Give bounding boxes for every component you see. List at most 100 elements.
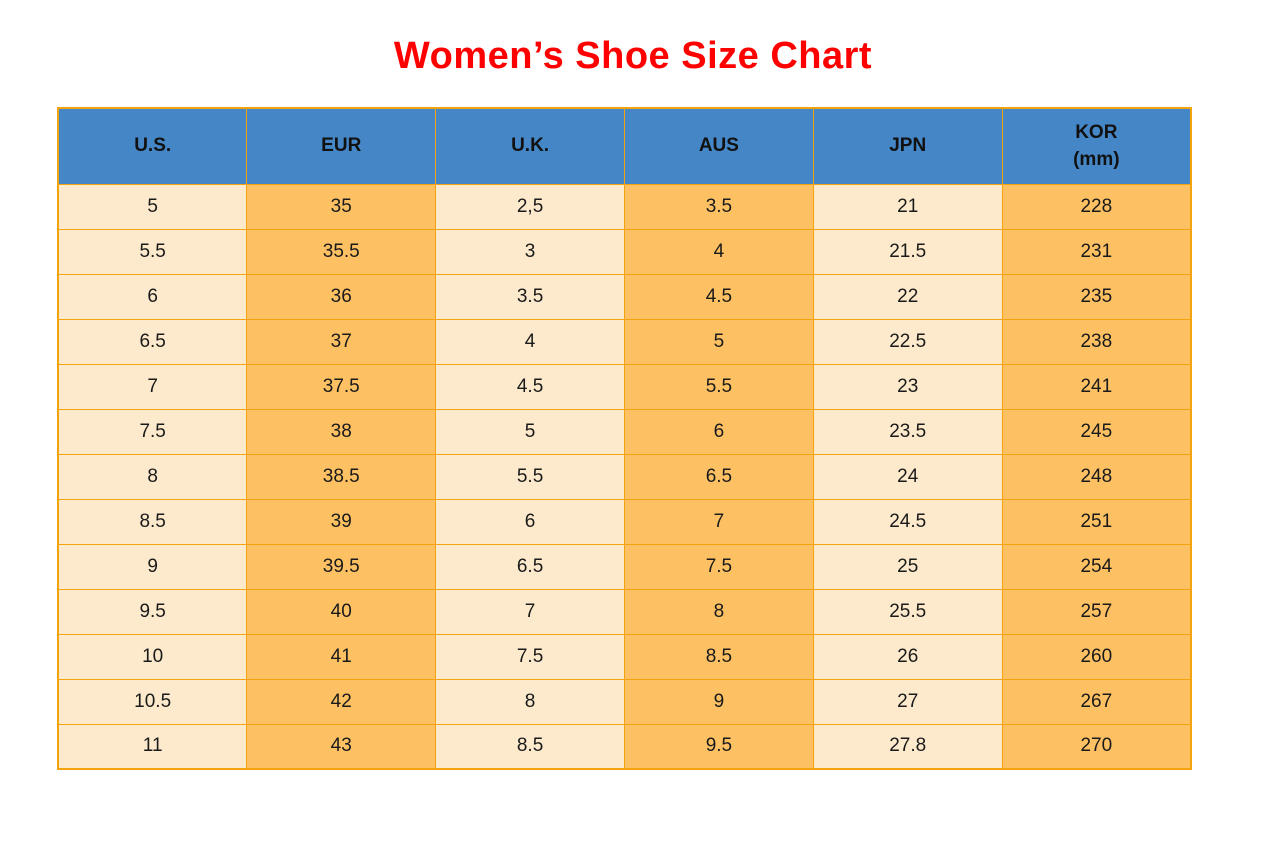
column-header-kor: KOR (mm) <box>1001 107 1192 185</box>
table-cell: 248 <box>1001 453 1192 500</box>
table-cell: 245 <box>1001 408 1192 455</box>
column-header-label: U.S. <box>134 135 172 157</box>
table-cell: 9.5 <box>57 588 248 635</box>
table-cell: 8.5 <box>435 723 625 770</box>
table-cell: 10 <box>57 633 248 680</box>
table-cell: 254 <box>1001 543 1192 590</box>
table-row: 10 41 7.5 8.5 26 260 <box>57 633 1192 680</box>
table-cell: 241 <box>1001 363 1192 410</box>
table-row: 8.5 39 6 7 24.5 251 <box>57 498 1192 545</box>
table-cell: 23.5 <box>812 408 1003 455</box>
table-cell: 21 <box>812 183 1003 230</box>
table-cell: 238 <box>1001 318 1192 365</box>
table-cell: 7.5 <box>57 408 248 455</box>
table-cell: 10.5 <box>57 678 248 725</box>
table-cell: 27 <box>812 678 1003 725</box>
table-cell: 4 <box>623 228 814 275</box>
table-row: 7.5 38 5 6 23.5 245 <box>57 408 1192 455</box>
table-header-row: U.S. EUR U.K. AUS JPN KOR (mm) <box>57 107 1192 185</box>
table-body: 5 35 2,5 3.5 21 228 5.5 35.5 3 4 21.5 231 6 36 3.5 4.5 2… <box>57 183 1192 770</box>
table-cell: 6.5 <box>57 318 248 365</box>
table-row: 6 36 3.5 4.5 22 235 <box>57 273 1192 320</box>
table-row: 10.5 42 8 9 27 267 <box>57 678 1192 725</box>
table-cell: 8 <box>57 453 248 500</box>
table-cell: 37 <box>246 318 437 365</box>
column-header-label: AUS <box>698 135 739 157</box>
table-cell: 270 <box>1001 723 1192 770</box>
table-cell: 7 <box>57 363 248 410</box>
column-header-label: KOR <box>1075 121 1118 143</box>
table-cell: 5.5 <box>435 453 625 500</box>
table-row: 8 38.5 5.5 6.5 24 248 <box>57 453 1192 500</box>
table-cell: 9 <box>623 678 814 725</box>
table-cell: 235 <box>1001 273 1192 320</box>
table-cell: 39 <box>246 498 437 545</box>
table-cell: 4.5 <box>435 363 625 410</box>
column-header-label: JPN <box>889 135 927 157</box>
table-cell: 35 <box>246 183 437 230</box>
table-cell: 231 <box>1001 228 1192 275</box>
table-row: 9.5 40 7 8 25.5 257 <box>57 588 1192 635</box>
table-cell: 23 <box>812 363 1003 410</box>
table-cell: 8 <box>435 678 625 725</box>
table-cell: 6 <box>435 498 625 545</box>
table-cell: 21.5 <box>812 228 1003 275</box>
column-header-eur: EUR <box>246 107 437 185</box>
table-cell: 8.5 <box>623 633 814 680</box>
page-title: Women’s Shoe Size Chart <box>393 35 873 77</box>
table-cell: 40 <box>246 588 437 635</box>
table-cell: 6.5 <box>623 453 814 500</box>
table-cell: 7.5 <box>623 543 814 590</box>
table-cell: 38.5 <box>246 453 437 500</box>
column-header-jpn: JPN <box>812 107 1003 185</box>
table-cell: 267 <box>1001 678 1192 725</box>
column-header-us: U.S. <box>57 107 248 185</box>
table-cell: 3.5 <box>623 183 814 230</box>
column-header-aus: AUS <box>623 107 814 185</box>
table-row: 7 37.5 4.5 5.5 23 241 <box>57 363 1192 410</box>
table-cell: 22 <box>812 273 1003 320</box>
table-cell: 25 <box>812 543 1003 590</box>
table-cell: 38 <box>246 408 437 455</box>
column-header-label: EUR <box>321 135 362 157</box>
table-cell: 8 <box>623 588 814 635</box>
shoe-size-table: U.S. EUR U.K. AUS JPN KOR (mm) 5 35 2,5 3.5 21 228 5… <box>57 107 1192 770</box>
table-cell: 7 <box>435 588 625 635</box>
table-cell: 9 <box>57 543 248 590</box>
table-cell: 257 <box>1001 588 1192 635</box>
table-cell: 4.5 <box>623 273 814 320</box>
table-header: U.S. EUR U.K. AUS JPN KOR (mm) <box>57 107 1192 185</box>
table-cell: 4 <box>435 318 625 365</box>
table-cell: 5 <box>623 318 814 365</box>
table-row: 5 35 2,5 3.5 21 228 <box>57 183 1192 230</box>
table-cell: 25.5 <box>812 588 1003 635</box>
table-cell: 3 <box>435 228 625 275</box>
table-cell: 5.5 <box>57 228 248 275</box>
table-row: 6.5 37 4 5 22.5 238 <box>57 318 1192 365</box>
table-cell: 37.5 <box>246 363 437 410</box>
table-cell: 35.5 <box>246 228 437 275</box>
table-cell: 6 <box>623 408 814 455</box>
table-cell: 39.5 <box>246 543 437 590</box>
table-cell: 43 <box>246 723 437 770</box>
table-cell: 27.8 <box>812 723 1003 770</box>
table-cell: 6.5 <box>435 543 625 590</box>
table-cell: 24 <box>812 453 1003 500</box>
table-row: 5.5 35.5 3 4 21.5 231 <box>57 228 1192 275</box>
table-cell: 5 <box>435 408 625 455</box>
table-cell: 7 <box>623 498 814 545</box>
column-header-uk: U.K. <box>435 107 625 185</box>
table-cell: 41 <box>246 633 437 680</box>
table-cell: 24.5 <box>812 498 1003 545</box>
column-header-label: U.K. <box>511 135 550 157</box>
table-cell: 7.5 <box>435 633 625 680</box>
table-cell: 26 <box>812 633 1003 680</box>
column-header-sublabel: (mm) <box>1073 149 1120 171</box>
table-cell: 42 <box>246 678 437 725</box>
table-cell: 5 <box>57 183 248 230</box>
table-cell: 260 <box>1001 633 1192 680</box>
table-cell: 22.5 <box>812 318 1003 365</box>
table-cell: 36 <box>246 273 437 320</box>
table-cell: 228 <box>1001 183 1192 230</box>
